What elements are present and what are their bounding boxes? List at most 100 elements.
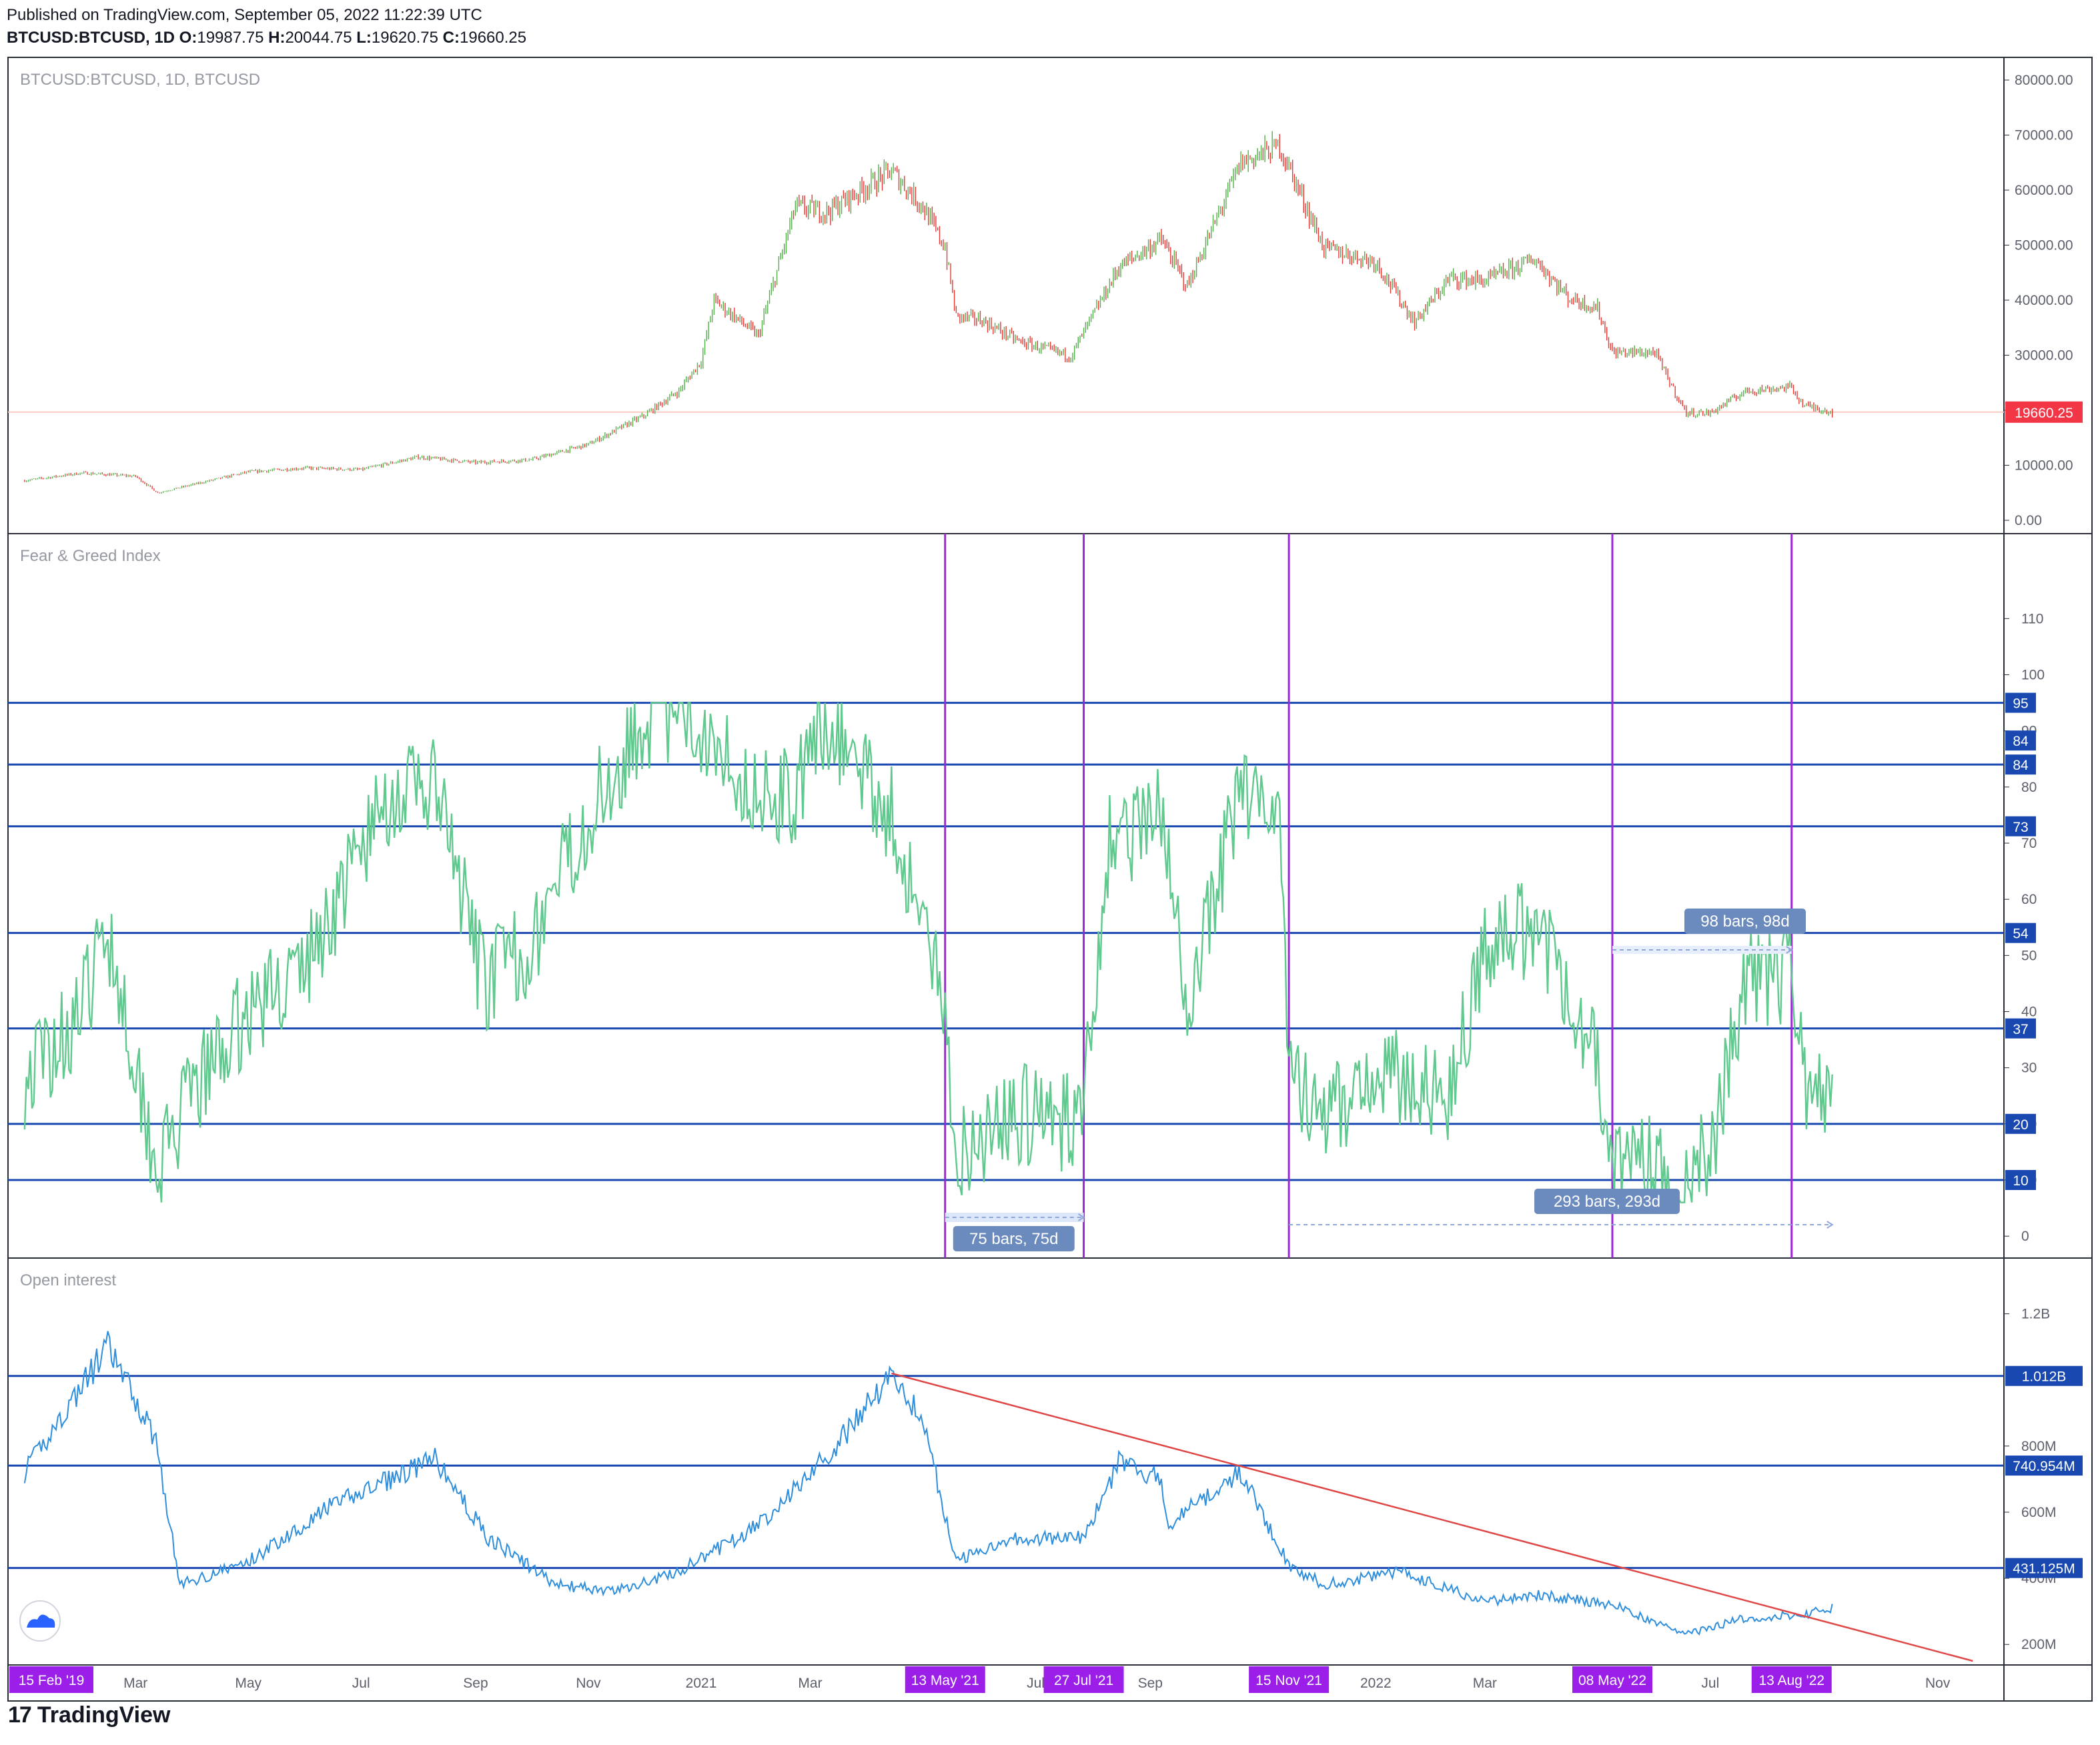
- ohlc-high: H:20044.75: [268, 29, 352, 47]
- fg-level-tag: 10: [2005, 1170, 2036, 1190]
- svg-text:15 Feb '19: 15 Feb '19: [19, 1673, 85, 1688]
- fg-level-tag: 95: [2005, 692, 2036, 713]
- tradingview-cloud-icon[interactable]: [19, 1600, 61, 1642]
- fg-tick-label: 100: [2021, 668, 2045, 683]
- price-candles: [8, 131, 2004, 494]
- fg-level-tag: 73: [2005, 816, 2036, 836]
- time-axis-label: Sep: [463, 1676, 488, 1691]
- price-tick-label: 40000.00: [2015, 293, 2073, 308]
- svg-text:431.125M: 431.125M: [2013, 1562, 2075, 1577]
- price-tick-label: 30000.00: [2015, 348, 2073, 364]
- time-axis-highlight: 08 May '22: [1572, 1666, 1652, 1693]
- fg-tick-label: 80: [2021, 780, 2037, 795]
- time-axis-label: Sep: [1138, 1676, 1163, 1691]
- last-price-tag: 19660.25: [2005, 401, 2083, 423]
- time-axis-label: 2022: [1360, 1676, 1392, 1691]
- symbol-ohlc-line: BTCUSD:BTCUSD, 1D O:19987.75 H:20044.75 …: [7, 27, 941, 49]
- ohlc-low: L:19620.75: [356, 29, 438, 47]
- svg-text:75 bars, 75d: 75 bars, 75d: [969, 1230, 1058, 1248]
- ohlc-open: O:19987.75: [179, 29, 264, 47]
- price-tick-label: 10000.00: [2015, 458, 2073, 474]
- price-tick-label: 60000.00: [2015, 183, 2073, 198]
- oi-tick-label: 600M: [2021, 1505, 2057, 1520]
- measure-tools[interactable]: 75 bars, 75d 293 bars, 293d 98 bars, 98d: [945, 909, 1834, 1251]
- measure-75-bars: 75 bars, 75d: [945, 1213, 1085, 1251]
- time-axis-label: Jul: [352, 1676, 370, 1691]
- measure-98-bars: 98 bars, 98d: [1612, 909, 1806, 954]
- oi-tick-label: 800M: [2021, 1439, 2057, 1454]
- fg-pane-title: Fear & Greed Index: [20, 547, 161, 565]
- oi-level-tag: 740.954M: [2005, 1456, 2083, 1476]
- fg-tick-label: 0: [2021, 1229, 2029, 1244]
- fg-tick-label: 70: [2021, 836, 2037, 851]
- fg-tick-label: 50: [2021, 948, 2037, 963]
- axis-price-tags: 95 84 84 73 54 37 20 10 1.012B 740.954M 431.125M 19…: [2005, 401, 2083, 1578]
- fg-level-tag: 20: [2005, 1113, 2036, 1134]
- horizontal-levels[interactable]: [8, 702, 2004, 1570]
- price-tick-label: 70000.00: [2015, 128, 2073, 143]
- fg-tick-label: 60: [2021, 892, 2037, 907]
- fg-level-tag: 84: [2005, 730, 2036, 751]
- fear-greed-series: [23, 702, 1833, 1203]
- oi-tick-label: 200M: [2021, 1637, 2057, 1652]
- fg-level-tag: 84: [2005, 754, 2036, 775]
- oi-level-tag: 1.012B: [2005, 1365, 2083, 1386]
- price-tick-label: 0.00: [2015, 513, 2042, 528]
- measure-293-bars: 293 bars, 293d: [1289, 1189, 1834, 1229]
- time-axis-highlight: 27 Jul '21: [1043, 1666, 1124, 1693]
- tradingview-logo[interactable]: 17 TradingView: [8, 1702, 170, 1728]
- svg-text:98 bars, 98d: 98 bars, 98d: [1700, 913, 1789, 931]
- svg-text:10: 10: [2013, 1173, 2028, 1189]
- svg-text:15 Nov '21: 15 Nov '21: [1255, 1673, 1322, 1688]
- vertical-markers[interactable]: [944, 534, 1793, 1258]
- oi-trendline: [891, 1372, 1973, 1662]
- svg-text:27 Jul '21: 27 Jul '21: [1054, 1673, 1113, 1688]
- fg-line: [23, 702, 1833, 1203]
- time-axis-label: Mar: [123, 1676, 147, 1691]
- svg-text:13 Aug '22: 13 Aug '22: [1758, 1673, 1824, 1688]
- price-y-axis: 0.0010000.0020000.0030000.0040000.005000…: [2004, 73, 2073, 528]
- oi-tick-label: 1.2B: [2021, 1307, 2050, 1322]
- time-axis-label: Mar: [1473, 1676, 1497, 1691]
- svg-text:13 May '21: 13 May '21: [911, 1673, 979, 1688]
- fg-tick-label: 40: [2021, 1005, 2037, 1020]
- tradingview-logo-mark: 17: [8, 1702, 32, 1728]
- time-axis-highlight: 15 Nov '21: [1249, 1666, 1330, 1693]
- svg-text:740.954M: 740.954M: [2013, 1459, 2075, 1474]
- svg-text:293 bars, 293d: 293 bars, 293d: [1554, 1193, 1660, 1211]
- fg-tick-label: 30: [2021, 1061, 2037, 1076]
- price-tick-label: 80000.00: [2015, 73, 2073, 88]
- price-pane-title: BTCUSD:BTCUSD, 1D, BTCUSD: [20, 71, 260, 89]
- svg-text:08 May '22: 08 May '22: [1578, 1673, 1646, 1688]
- oi-level-tag: 431.125M: [2005, 1558, 2083, 1578]
- fg-level-tag: 37: [2005, 1018, 2036, 1039]
- svg-text:20: 20: [2013, 1117, 2028, 1133]
- time-axis-label: Nov: [576, 1676, 601, 1691]
- oi-line: [23, 1331, 1833, 1636]
- fg-level-tag: 54: [2005, 923, 2036, 943]
- time-axis-label: 2021: [686, 1676, 717, 1691]
- svg-text:1.012B: 1.012B: [2022, 1369, 2067, 1385]
- svg-text:84: 84: [2013, 758, 2029, 773]
- svg-text:95: 95: [2013, 696, 2028, 712]
- published-info: Published on TradingView.com, September …: [7, 6, 482, 24]
- time-axis-label: Mar: [798, 1676, 822, 1691]
- svg-text:19660.25: 19660.25: [2015, 406, 2073, 421]
- chart-header: Published on TradingView.com, September …: [7, 4, 941, 49]
- time-axis: Mar May Jul Sep Nov 2021 Mar Jul Sep 2022 Mar Jul No…: [9, 1666, 1951, 1693]
- time-axis-label: May: [235, 1676, 261, 1691]
- svg-text:54: 54: [2013, 927, 2029, 942]
- svg-text:73: 73: [2013, 820, 2028, 835]
- ohlc-close: C:19660.25: [442, 29, 527, 47]
- price-tick-label: 50000.00: [2015, 238, 2073, 253]
- svg-text:37: 37: [2013, 1022, 2028, 1037]
- time-axis-highlight: 15 Feb '19: [9, 1666, 93, 1693]
- time-axis-highlight: 13 Aug '22: [1751, 1666, 1832, 1693]
- svg-text:84: 84: [2013, 734, 2029, 749]
- open-interest-series: [23, 1331, 1973, 1662]
- time-axis-label: Jul: [1701, 1676, 1719, 1691]
- tradingview-logo-text: TradingView: [37, 1702, 171, 1728]
- time-axis-label: Nov: [1925, 1676, 1951, 1691]
